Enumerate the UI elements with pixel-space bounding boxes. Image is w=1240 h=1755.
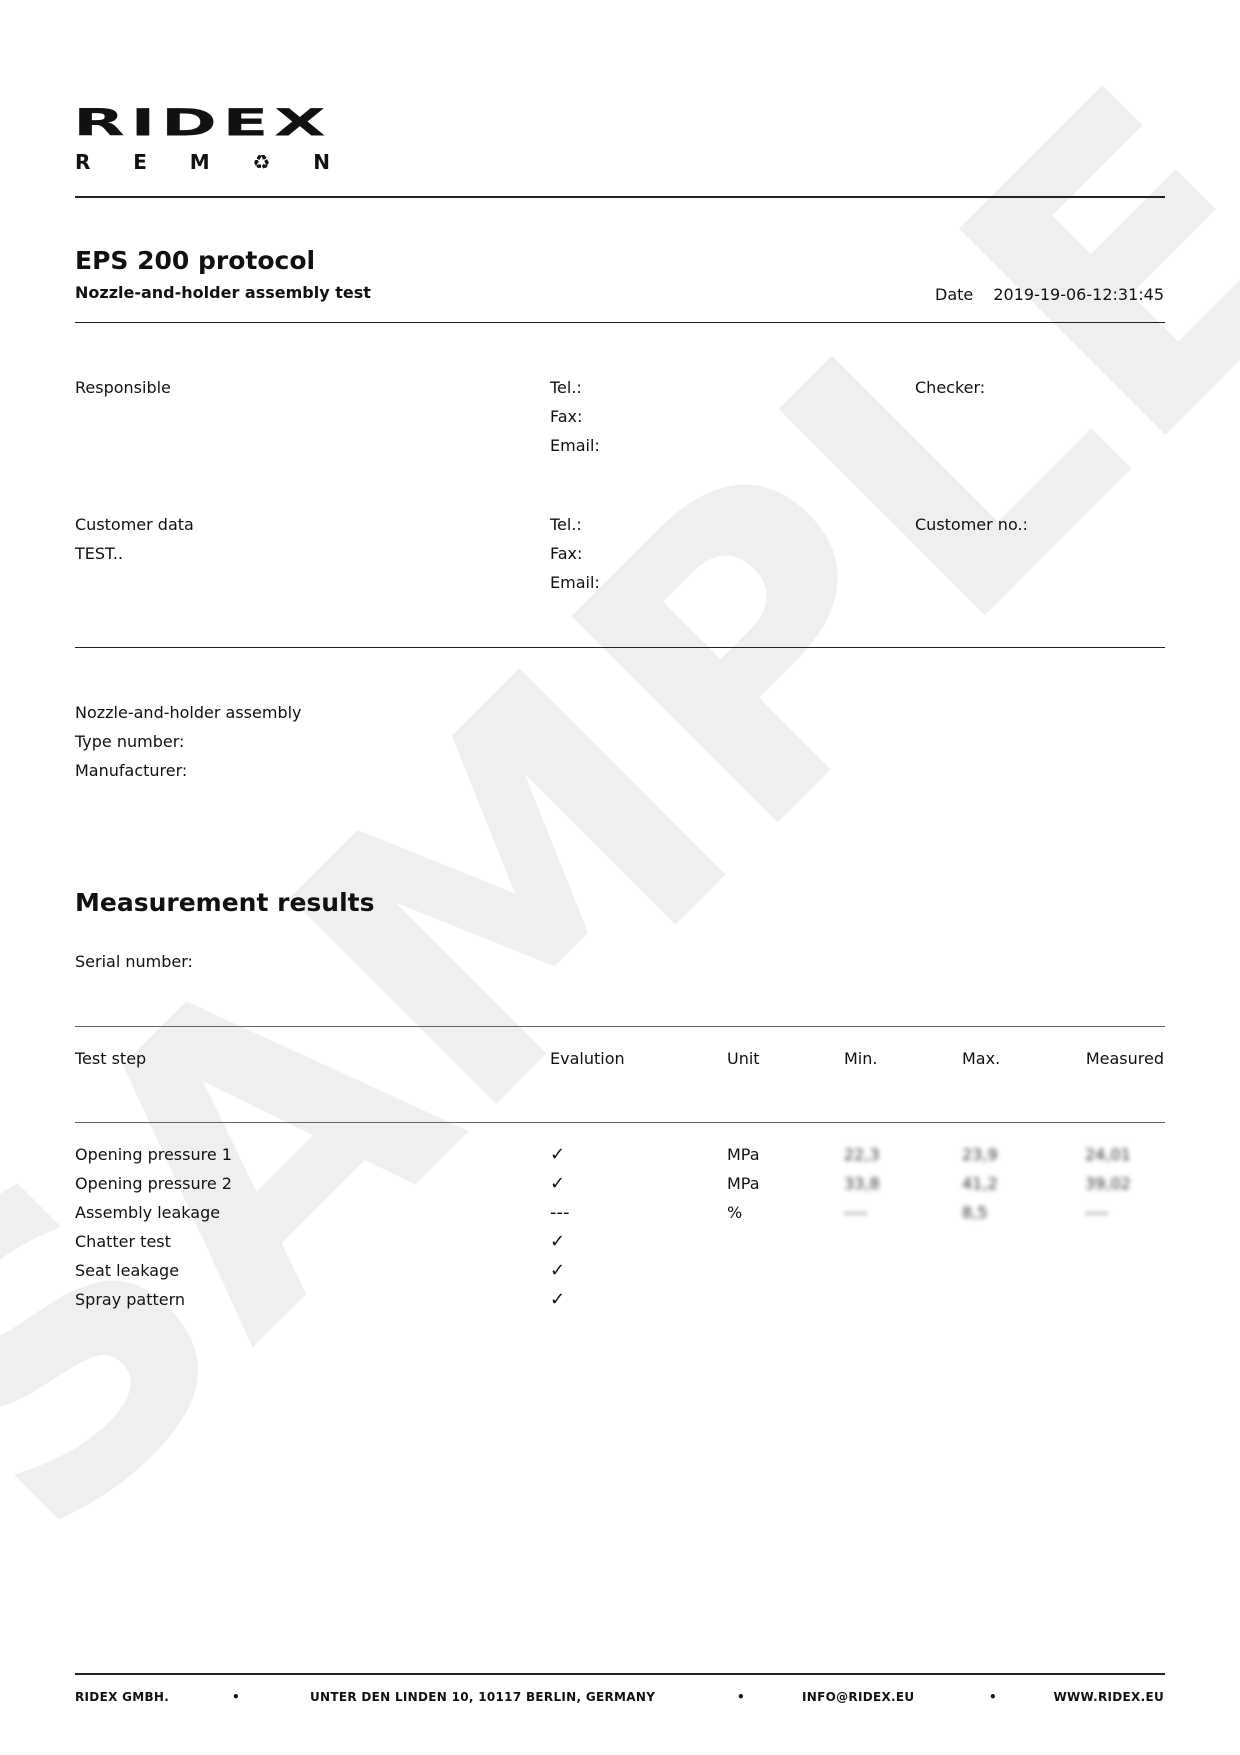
- logo-brand: RIDEX: [73, 101, 332, 145]
- responsible-tel: Tel.:: [550, 378, 582, 397]
- divider: [75, 196, 1165, 198]
- footer-address: UNTER DEN LINDEN 10, 10117 BERLIN, GERMA…: [310, 1690, 656, 1704]
- cell-test-step: Assembly leakage: [75, 1203, 221, 1222]
- col-measured: Measured: [1085, 1049, 1164, 1068]
- customer-fax: Fax:: [550, 544, 583, 563]
- cell-measured: 24,01: [1085, 1145, 1131, 1164]
- footer-separator: •: [232, 1690, 240, 1704]
- footer-website-link[interactable]: WWW.RIDEX.EU: [1053, 1690, 1164, 1704]
- col-min: Min.: [844, 1049, 878, 1068]
- footer-email-link[interactable]: INFO@RIDEX.EU: [802, 1690, 915, 1704]
- logo-sub: R E M ♻ N: [75, 150, 330, 174]
- check-icon: ✓: [550, 1173, 566, 1194]
- cell-measured: ----: [1085, 1203, 1109, 1222]
- footer-separator: •: [737, 1690, 745, 1704]
- cell-test-step: Seat leakage: [75, 1261, 180, 1280]
- divider: [75, 647, 1165, 648]
- logo-letter: N: [313, 150, 330, 174]
- cell-measured: 39,02: [1085, 1174, 1131, 1193]
- check-icon: ✓: [550, 1144, 566, 1165]
- cell-min: 33,8: [844, 1174, 880, 1193]
- date-label: Date: [935, 285, 974, 304]
- date-value: 2019-19-06-12:31:45: [993, 285, 1164, 304]
- cell-max: 41,2: [962, 1174, 998, 1193]
- col-max: Max.: [962, 1049, 1001, 1068]
- serial-number-label: Serial number:: [75, 952, 193, 971]
- page-title: EPS 200 protocol: [75, 246, 316, 275]
- cell-min: ----: [844, 1203, 868, 1222]
- footer-divider: [75, 1673, 1165, 1675]
- cell-max: 8,5: [962, 1203, 988, 1222]
- check-icon: ✓: [550, 1260, 566, 1281]
- cell-max: 23,9: [962, 1145, 998, 1164]
- responsible-email: Email:: [550, 436, 600, 455]
- check-icon: ✓: [550, 1231, 566, 1252]
- cell-min: 22,3: [844, 1145, 880, 1164]
- cell-unit: MPa: [727, 1174, 760, 1193]
- page-subtitle: Nozzle-and-holder assembly test: [75, 283, 371, 302]
- logo-letter: R: [75, 150, 91, 174]
- customer-data-label: Customer data: [75, 515, 194, 534]
- customer-email: Email:: [550, 573, 600, 592]
- customer-tel: Tel.:: [550, 515, 582, 534]
- footer-company: RIDEX GMBH.: [75, 1690, 170, 1704]
- cell-test-step: Opening pressure 1: [75, 1145, 232, 1164]
- customer-no-label: Customer no.:: [915, 515, 1028, 534]
- divider: [75, 1026, 1165, 1027]
- checker-label: Checker:: [915, 378, 986, 397]
- responsible-label: Responsible: [75, 378, 171, 397]
- manufacturer-label: Manufacturer:: [75, 761, 188, 780]
- col-unit: Unit: [727, 1049, 760, 1068]
- cell-test-step: Chatter test: [75, 1232, 171, 1251]
- measurement-results-heading: Measurement results: [75, 888, 375, 917]
- customer-name: TEST..: [75, 544, 124, 563]
- responsible-fax: Fax:: [550, 407, 583, 426]
- cell-unit: %: [727, 1203, 743, 1222]
- assembly-label: Nozzle-and-holder assembly: [75, 703, 302, 722]
- cell-test-step: Spray pattern: [75, 1290, 186, 1309]
- logo-letter: M: [189, 150, 210, 174]
- col-test-step: Test step: [75, 1049, 147, 1068]
- col-evaluation: Evalution: [550, 1049, 625, 1068]
- recycle-icon: ♻: [252, 150, 271, 174]
- check-icon: ✓: [550, 1289, 566, 1310]
- logo-letter: E: [133, 150, 147, 174]
- cell-test-step: Opening pressure 2: [75, 1174, 232, 1193]
- footer-separator: •: [989, 1690, 997, 1704]
- type-number-label: Type number:: [75, 732, 185, 751]
- divider: [75, 322, 1165, 323]
- cell-evaluation: ---: [550, 1202, 570, 1223]
- cell-unit: MPa: [727, 1145, 760, 1164]
- divider: [75, 1122, 1165, 1123]
